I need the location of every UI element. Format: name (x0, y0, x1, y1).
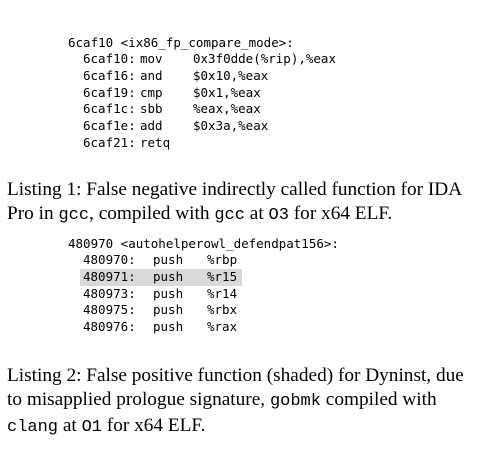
listing-header: 480970 <autohelperowl_defendpat156>: (68, 236, 339, 251)
opcode: push (153, 285, 184, 301)
code-line: 480976: push %rax (68, 319, 339, 336)
caption-text: compiled with (320, 389, 437, 410)
address: 480976: (83, 319, 136, 335)
address: 6caf21: (83, 134, 136, 150)
code-line: 6caf21: retq (68, 135, 336, 152)
caption-text: at (244, 203, 269, 224)
caption: Listing 1: False negative indirectly cal… (7, 178, 483, 228)
opcode: sbb (140, 101, 163, 117)
operands: $0x1,%eax (193, 84, 261, 100)
address: 6caf10: (83, 51, 136, 66)
address: 480973: (83, 285, 136, 301)
address: 480970: (83, 252, 136, 267)
opcode: and (140, 67, 163, 83)
caption-text: at (58, 415, 82, 436)
address: 6caf16: (83, 67, 136, 83)
operands: %r15 (207, 268, 238, 284)
address: 480971: (83, 268, 136, 284)
operands: $0x3a,%eax (193, 118, 269, 134)
opcode: cmp (140, 84, 163, 100)
operands: %rbp (207, 252, 238, 267)
caption-code: gobmk (269, 392, 321, 411)
caption-text: Listing 2: False positive function (shad… (7, 365, 464, 410)
caption-text: , compiled with (89, 203, 215, 224)
code-line: 6caf16: and $0x10,%eax (68, 68, 336, 85)
opcode: push (153, 319, 184, 335)
code-line: 480970: push %rbp (68, 252, 339, 269)
opcode: push (153, 302, 184, 318)
caption-code: gcc (214, 206, 245, 225)
operands: %eax,%eax (193, 101, 261, 117)
caption-text: for x64 ELF. (101, 415, 206, 436)
operands: %rbx (207, 302, 238, 318)
code-line: 6caf19: cmp $0x1,%eax (68, 85, 336, 102)
caption-text: for x64 ELF. (288, 203, 393, 224)
caption-code: O3 (268, 206, 289, 225)
operands: %r14 (207, 285, 238, 301)
caption: Listing 2: False positive function (shad… (7, 364, 483, 440)
code-line: 480971: push %r15 (68, 268, 339, 286)
code-line: 480975: push %rbx (68, 302, 339, 319)
address: 6caf1e: (83, 118, 136, 134)
caption-code: gcc (58, 206, 90, 225)
code-line: 6caf1c: sbb %eax,%eax (68, 101, 336, 118)
opcode: mov (140, 51, 163, 66)
operands: $0x10,%eax (193, 67, 269, 83)
code-line: 480973: push %r14 (68, 286, 339, 303)
opcode: retq (140, 134, 171, 150)
listing-header: 6caf10 <ix86_fp_compare_mode>: (68, 35, 294, 50)
operands: %rax (207, 319, 238, 335)
listing: 480970 <autohelperowl_defendpat156>: 4809… (68, 235, 339, 336)
code-line: 6caf1e: add $0x3a,%eax (68, 118, 336, 135)
operands: 0x3f0dde(%rip),%eax (193, 51, 336, 66)
opcode: add (140, 118, 163, 134)
code-line: 6caf10: mov 0x3f0dde(%rip),%eax (68, 51, 336, 68)
caption-code: O1 (81, 418, 102, 437)
listing: 6caf10 <ix86_fp_compare_mode>: 6caf10: mov… (68, 34, 336, 152)
opcode: push (153, 268, 184, 284)
opcode: push (153, 252, 184, 267)
address: 6caf1c: (83, 101, 136, 117)
address: 6caf19: (83, 84, 136, 100)
address: 480975: (83, 302, 136, 318)
caption-code: clang (7, 418, 59, 437)
caption-text: Listing 1: False negative indirectly cal… (7, 179, 462, 224)
